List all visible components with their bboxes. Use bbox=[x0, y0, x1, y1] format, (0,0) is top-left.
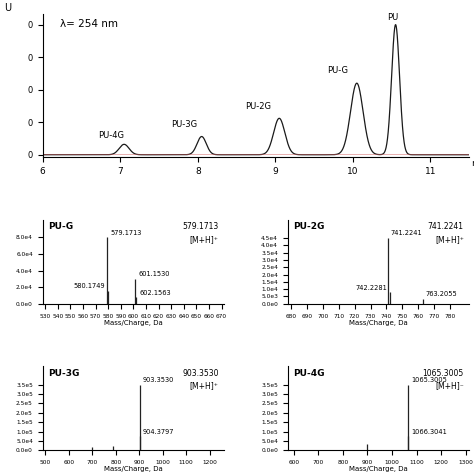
Text: 904.3797: 904.3797 bbox=[143, 429, 174, 435]
Text: 601.1530: 601.1530 bbox=[138, 272, 170, 277]
Text: 580.1749: 580.1749 bbox=[73, 283, 105, 289]
Text: 741.2241: 741.2241 bbox=[428, 222, 464, 231]
Text: 602.1563: 602.1563 bbox=[139, 290, 171, 296]
Text: [M+H]⁻: [M+H]⁻ bbox=[435, 381, 464, 390]
Text: PU-2G: PU-2G bbox=[245, 102, 271, 111]
X-axis label: Mass/Charge, Da: Mass/Charge, Da bbox=[104, 466, 163, 473]
Text: 741.2241: 741.2241 bbox=[391, 230, 422, 237]
Text: PU-3G: PU-3G bbox=[172, 120, 198, 129]
Text: PU-G: PU-G bbox=[48, 222, 73, 231]
Text: [M+H]⁺: [M+H]⁺ bbox=[435, 235, 464, 244]
X-axis label: Mass/Charge, Da: Mass/Charge, Da bbox=[104, 320, 163, 326]
Text: PU-4G: PU-4G bbox=[98, 131, 124, 140]
Text: 579.1713: 579.1713 bbox=[182, 222, 219, 231]
Text: 763.2055: 763.2055 bbox=[426, 291, 457, 297]
Text: 903.3530: 903.3530 bbox=[182, 369, 219, 378]
Text: 579.1713: 579.1713 bbox=[110, 230, 142, 236]
Text: PU-3G: PU-3G bbox=[48, 369, 80, 378]
Text: 1065.3005: 1065.3005 bbox=[422, 369, 464, 378]
Text: [M+H]⁺: [M+H]⁺ bbox=[190, 381, 219, 390]
Text: PU: PU bbox=[388, 13, 399, 22]
Text: [M+H]⁺: [M+H]⁺ bbox=[190, 235, 219, 244]
Text: n: n bbox=[471, 159, 474, 168]
Text: PU-2G: PU-2G bbox=[293, 222, 325, 231]
Text: 1065.3005: 1065.3005 bbox=[411, 377, 447, 383]
Text: PU-G: PU-G bbox=[327, 66, 348, 75]
X-axis label: Mass/Charge, Da: Mass/Charge, Da bbox=[349, 320, 408, 326]
Text: λ= 254 nm: λ= 254 nm bbox=[60, 18, 118, 28]
X-axis label: Mass/Charge, Da: Mass/Charge, Da bbox=[349, 466, 408, 473]
Text: U: U bbox=[4, 3, 11, 13]
Text: PU-4G: PU-4G bbox=[293, 369, 325, 378]
Text: 742.2281: 742.2281 bbox=[356, 285, 388, 291]
Text: 1066.3041: 1066.3041 bbox=[411, 429, 447, 435]
Text: 903.3530: 903.3530 bbox=[143, 377, 174, 383]
